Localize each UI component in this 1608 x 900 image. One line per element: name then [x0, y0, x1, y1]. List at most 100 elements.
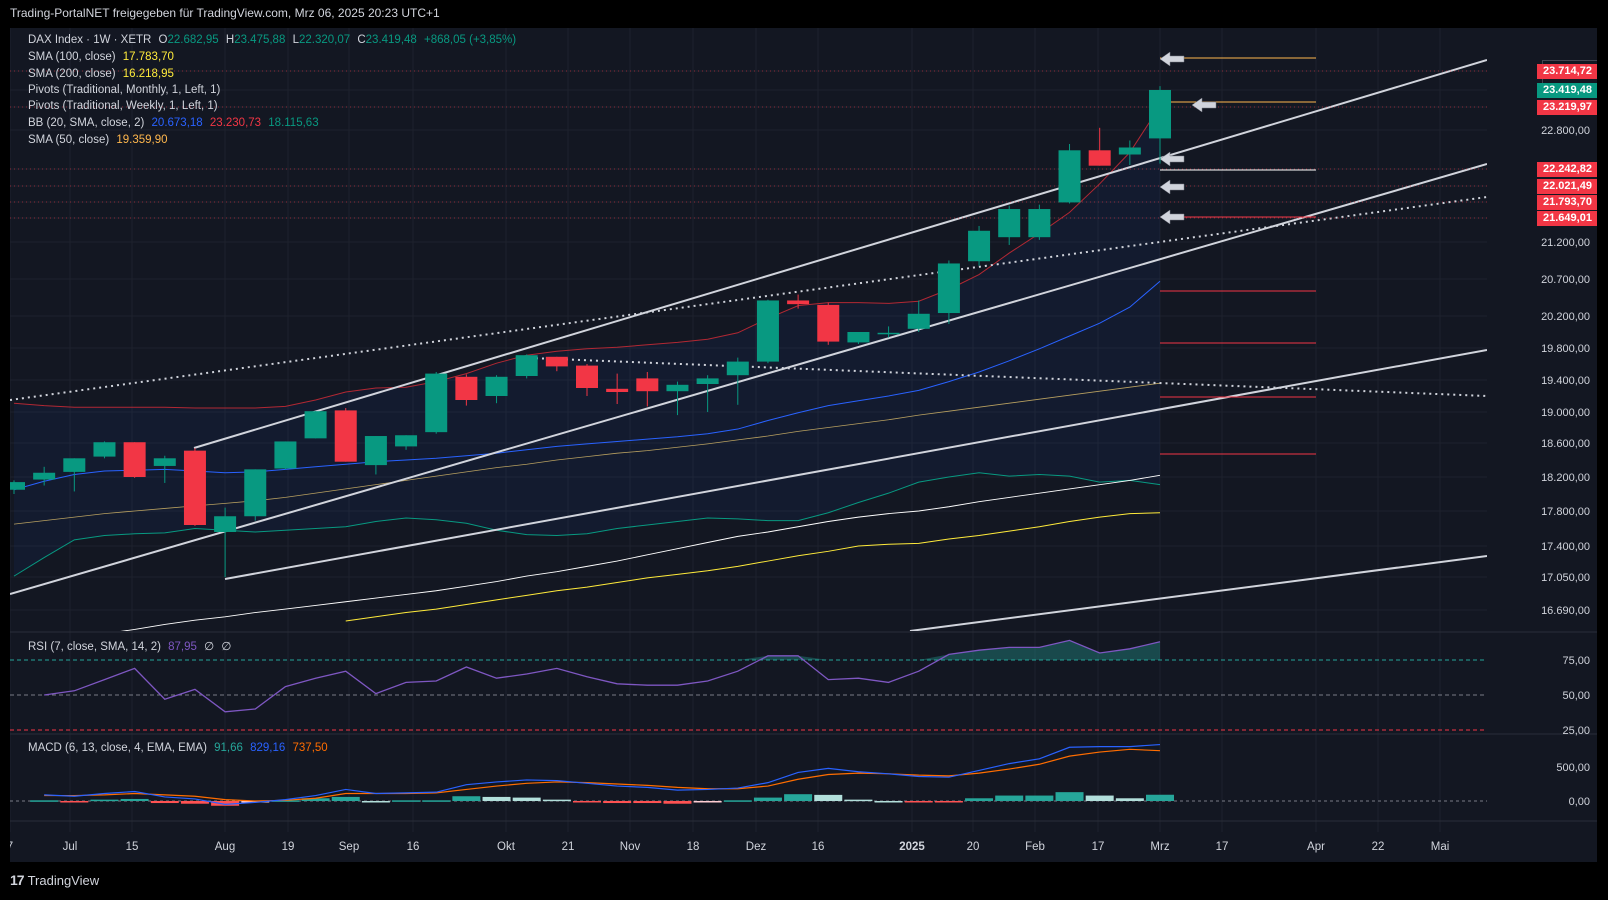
macd-histogram-bar	[603, 801, 632, 804]
candle	[1028, 204, 1051, 240]
price-tag: 21.649,01	[1537, 210, 1597, 226]
candle-body	[787, 300, 810, 305]
candle-body	[606, 388, 629, 392]
legend-bb[interactable]: BB (20, SMA, close, 2) 20.673,18 23.230,…	[28, 117, 323, 129]
candle-body	[244, 469, 267, 517]
trendline-upper-channel	[193, 59, 1487, 449]
price-axis-label: 18.200,00	[1541, 472, 1590, 484]
candle-body	[455, 376, 478, 400]
candle-body	[274, 441, 297, 469]
macd-histogram-bar	[120, 798, 149, 801]
legend-sma200[interactable]: SMA (200, close) 16.218,95	[28, 68, 178, 80]
trendline-dotted-falling	[529, 357, 1487, 397]
candle	[274, 441, 297, 470]
legend-main[interactable]: DAX Index · 1W · XETR O22.682,95 H23.475…	[28, 34, 524, 46]
time-axis-label: 2025	[899, 841, 925, 853]
candle-body	[93, 442, 116, 457]
chart-panel[interactable]: 23.714,7223.419,4823.219,9722.800,0022.2…	[10, 28, 1597, 862]
candle	[817, 302, 840, 345]
macd-histogram-bar	[693, 801, 722, 803]
price-axis-label: 16.690,00	[1541, 605, 1590, 617]
macd-histogram-bar	[723, 800, 752, 802]
legend-macd[interactable]: MACD (6, 13, close, 4, EMA, EMA) 91,66 8…	[28, 742, 332, 754]
arrow-marker-icon	[1159, 51, 1185, 67]
candle	[877, 326, 900, 338]
price-axis: 23.714,7223.419,4823.219,9722.800,0022.2…	[1541, 66, 1590, 617]
candle-body	[576, 365, 598, 388]
candle	[33, 466, 56, 486]
candle	[425, 372, 448, 434]
bb-lower-line	[13, 472, 1161, 577]
arrow-marker-icon	[1191, 97, 1217, 113]
candle-body	[1088, 150, 1111, 166]
legend-low: 22.320,07	[298, 34, 351, 46]
macd-histogram-bar	[965, 798, 994, 801]
candle-body	[33, 472, 56, 480]
price-axis-label: 17.400,00	[1541, 541, 1590, 553]
macd-histogram-bar	[753, 797, 782, 801]
macd-histogram-bar	[573, 801, 601, 803]
time-axis-label: Sep	[339, 841, 359, 853]
legend-bb-lower: 18.115,63	[268, 117, 319, 129]
time-axis-label: Feb	[1025, 841, 1045, 853]
legend-bb-label: BB (20, SMA, close, 2)	[28, 117, 145, 129]
legend-bb-basis: 20.673,18	[151, 117, 203, 129]
legend-pivw-label: Pivots (Traditional, Weekly, 1, Left, 1)	[28, 100, 218, 112]
price-axis-label: 20.700,00	[1541, 274, 1590, 286]
legend-sma50-value: 19.359,90	[116, 134, 168, 146]
candle	[787, 294, 810, 309]
legend-pivots-monthly[interactable]: Pivots (Traditional, Monthly, 1, Left, 1…	[28, 84, 224, 96]
arrow-marker-icon	[1159, 179, 1185, 195]
candle-body	[968, 230, 991, 262]
arrow-marker-icon	[1159, 209, 1185, 225]
macd-histogram-bar	[211, 801, 240, 806]
trendline-dotted-rising	[10, 196, 1487, 401]
macd-histogram-bar	[1085, 795, 1114, 801]
candle	[214, 507, 237, 577]
candle	[606, 373, 629, 404]
candle	[395, 435, 418, 450]
candle-body	[425, 373, 448, 433]
macd-histogram-bar	[422, 800, 451, 802]
rsi-overbought-fill	[44, 640, 1161, 660]
main-pane	[10, 51, 1487, 631]
legend-sma100[interactable]: SMA (100, close) 17.783,70	[28, 51, 178, 63]
rsi-pane: 75,00 50,00 25,00	[10, 639, 1590, 737]
candle	[636, 372, 659, 407]
rsi-axis-label: 50,00	[1562, 690, 1590, 702]
legend-sma200-value: 16.218,95	[122, 68, 174, 80]
candle-body	[1149, 89, 1171, 139]
candle-body	[937, 263, 960, 314]
tradingview-brand: TradingView	[27, 872, 100, 888]
macd-histogram-bar	[814, 794, 843, 801]
candle-body	[10, 482, 25, 490]
price-axis-label: 19.000,00	[1541, 407, 1590, 419]
legend-bb-upper: 23.230,73	[209, 117, 262, 129]
candle-body	[756, 300, 779, 362]
candle	[726, 357, 749, 405]
legend-rsi[interactable]: RSI (7, close, SMA, 14, 2) 87,95 ∅ ∅	[28, 639, 235, 653]
candle-body	[545, 356, 568, 367]
arrow-marker-icon	[1159, 151, 1185, 167]
time-axis-label: 20	[967, 841, 980, 853]
legend-open: 22.682,95	[167, 34, 219, 46]
legend-pivm-label: Pivots (Traditional, Monthly, 1, Left, 1…	[28, 84, 221, 96]
legend-symbol[interactable]: DAX Index · 1W · XETR	[28, 34, 152, 46]
macd-histogram-bar	[1025, 795, 1054, 801]
time-axis-label: Dez	[746, 841, 767, 853]
macd-histogram-bar	[512, 797, 541, 801]
chart-canvas[interactable]: 23.714,7223.419,4823.219,9722.800,0022.2…	[10, 28, 1597, 862]
time-axis-label: 17	[1216, 841, 1229, 853]
legend-sma50[interactable]: SMA (50, close) 19.359,90	[28, 134, 172, 146]
legend-pivots-weekly[interactable]: Pivots (Traditional, Weekly, 1, Left, 1)	[28, 100, 222, 112]
time-axis: 7 Jul 15 Aug 19 Sep 16 Okt 21 Nov 18 Dez 16 2025 20 Feb…	[10, 841, 1449, 853]
price-axis-label: 19.400,00	[1541, 375, 1590, 387]
price-tag: 22.242,82	[1537, 161, 1597, 177]
candle	[123, 442, 146, 478]
candle	[183, 448, 206, 526]
legend-macd-line: 829,16	[250, 742, 286, 754]
legend-rsi-label: RSI (7, close, SMA, 14, 2)	[28, 641, 161, 653]
rsi-line	[44, 639, 1161, 713]
macd-histogram-bar	[784, 794, 813, 801]
candle	[455, 374, 478, 406]
